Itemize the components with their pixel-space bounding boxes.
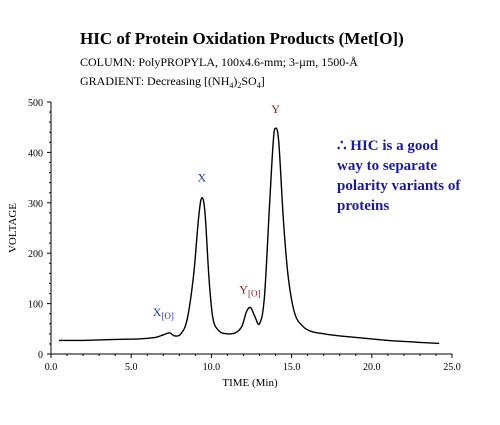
y-tick-label: 200 bbox=[28, 249, 43, 260]
y-tick-label: 0 bbox=[38, 350, 43, 361]
peak-label: Y bbox=[271, 102, 280, 116]
chart-subtitle-column: COLUMN: PolyPROPYLA, 100x4.6-mm; 3-µm, 1… bbox=[80, 55, 358, 69]
peak-label: X bbox=[197, 171, 206, 185]
y-tick-label: 100 bbox=[28, 300, 43, 311]
x-tick-label: 15.0 bbox=[283, 362, 301, 373]
series-layer bbox=[58, 127, 440, 345]
note-line: polarity variants of bbox=[337, 178, 461, 194]
x-axis-label: TIME (Min) bbox=[222, 377, 278, 389]
y-tick-label: 300 bbox=[28, 199, 43, 210]
note: ∴ HIC is a good way to separate polarity v… bbox=[337, 138, 461, 214]
note-line: proteins bbox=[337, 198, 389, 214]
axes: 0.0 5.0 10.0 15.0 20.0 25.0 0 100 200 300 400 500 bbox=[28, 98, 461, 373]
note-line: ∴ HIC is a good bbox=[337, 138, 439, 154]
x-tick-label: 25.0 bbox=[443, 362, 461, 373]
y-tick-label: 500 bbox=[28, 98, 43, 109]
note-line: way to separate bbox=[337, 158, 437, 174]
x-tick-label: 0.0 bbox=[45, 362, 58, 373]
y-axis-label: VOLTAGE bbox=[7, 203, 19, 253]
chart-subtitle-gradient: GRADIENT: Decreasing [(NH4)2SO4] bbox=[80, 74, 265, 90]
peak-label: Y[O] bbox=[239, 283, 260, 299]
x-tick-label: 10.0 bbox=[203, 362, 221, 373]
series-line bbox=[58, 127, 440, 345]
x-tick-label: 20.0 bbox=[363, 362, 381, 373]
peak-label: X[O] bbox=[153, 305, 174, 321]
chart-title: HIC of Protein Oxidation Products (Met[O… bbox=[80, 29, 404, 48]
x-tick-label: 5.0 bbox=[125, 362, 138, 373]
y-tick-label: 400 bbox=[28, 148, 43, 159]
annotations: X X[O] Y Y[O] bbox=[153, 102, 281, 321]
